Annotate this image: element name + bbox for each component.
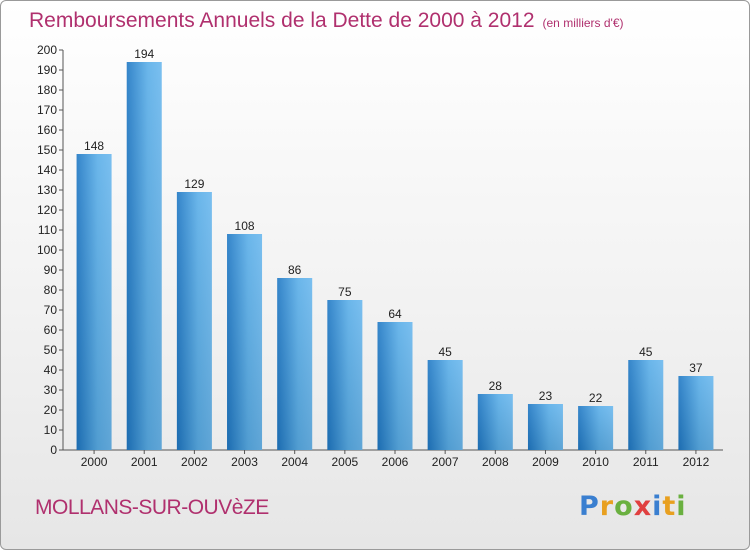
logo-letter: P [579, 491, 600, 522]
chart-labels: 2000 148 2001 194 2002 129 2003 108 2004 86 2005 75… [81, 47, 710, 469]
x-tick-label: 2006 [382, 455, 409, 469]
y-tick-label: 90 [44, 263, 58, 277]
bar-shade [427, 360, 463, 450]
logo-letter: r [599, 491, 615, 522]
y-tick-label: 200 [37, 43, 57, 57]
bar-shade [678, 376, 714, 450]
bar-shade [76, 154, 112, 450]
bar-value-label: 64 [388, 307, 402, 321]
logo-letter: o [614, 491, 634, 522]
x-tick-label: 2009 [532, 455, 559, 469]
bar-value-label: 45 [438, 345, 452, 359]
y-tick-label: 20 [44, 403, 58, 417]
bar-shade [377, 322, 413, 450]
x-tick-label: 2005 [331, 455, 358, 469]
y-tick-label: 80 [44, 283, 58, 297]
bar-value-label: 148 [84, 139, 104, 153]
x-tick-label: 2007 [432, 455, 459, 469]
bar-value-label: 23 [539, 389, 553, 403]
bar-value-label: 37 [689, 361, 703, 375]
bar-shade [578, 406, 614, 450]
y-tick-label: 100 [37, 243, 57, 257]
y-tick-label: 40 [44, 363, 58, 377]
y-tick-label: 130 [37, 183, 57, 197]
bar-shade [527, 404, 563, 450]
x-tick-label: 2000 [81, 455, 108, 469]
y-tick-label: 140 [37, 163, 57, 177]
y-tick-label: 10 [44, 423, 58, 437]
x-tick-label: 2001 [131, 455, 158, 469]
bar-value-label: 108 [235, 219, 255, 233]
bar-value-label: 194 [134, 47, 154, 61]
bar-shade [126, 62, 162, 450]
y-tick-label: 60 [44, 323, 58, 337]
x-tick-label: 2010 [582, 455, 609, 469]
bar-shade [628, 360, 664, 450]
bar-shade [327, 300, 363, 450]
y-tick-label: 120 [37, 203, 57, 217]
x-tick-label: 2003 [231, 455, 258, 469]
bar-shade [176, 192, 212, 450]
y-tick-label: 0 [50, 443, 57, 457]
x-tick-label: 2002 [181, 455, 208, 469]
bar-shade [227, 234, 263, 450]
x-tick-label: 2011 [633, 455, 659, 469]
y-tick-label: 150 [37, 143, 57, 157]
y-tick-label: 180 [37, 83, 57, 97]
x-tick-label: 2012 [683, 455, 710, 469]
bar-value-label: 22 [589, 391, 603, 405]
y-tick-label: 170 [37, 103, 57, 117]
logo-letter: t [662, 491, 677, 522]
chart-bars [76, 62, 714, 450]
y-tick-label: 160 [37, 123, 57, 137]
chart-title-main: Remboursements Annuels de la Dette de 20… [29, 9, 535, 32]
x-tick-label: 2004 [281, 455, 308, 469]
y-tick-label: 30 [44, 383, 58, 397]
bar-value-label: 45 [639, 345, 653, 359]
y-tick-label: 190 [37, 63, 57, 77]
bar-shade [477, 394, 513, 450]
chart-title: Remboursements Annuels de la Dette de 20… [29, 9, 624, 33]
logo-letter: i [652, 491, 663, 522]
y-tick-label: 50 [44, 343, 58, 357]
logo-letter: x [633, 491, 653, 522]
chart-unit-note: (en milliers d'€) [542, 16, 624, 30]
logo-letter: i [676, 491, 687, 522]
bar-value-label: 86 [288, 263, 302, 277]
y-tick-label: 70 [44, 303, 58, 317]
place-name: MOLLANS-SUR-OUVèZE [35, 496, 269, 519]
bar-value-label: 28 [489, 379, 503, 393]
bar-shade [277, 278, 313, 450]
bar-value-label: 75 [338, 285, 352, 299]
bar-value-label: 129 [184, 177, 204, 191]
x-tick-label: 2008 [482, 455, 509, 469]
y-tick-label: 110 [38, 223, 57, 237]
proxiti-logo[interactable]: Proxiti [579, 491, 687, 522]
